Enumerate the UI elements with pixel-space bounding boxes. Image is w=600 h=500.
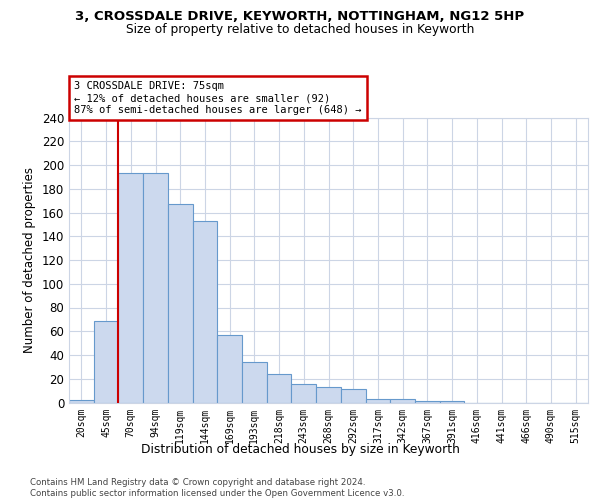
- Bar: [69, 400, 94, 402]
- Bar: [390, 399, 415, 402]
- Bar: [242, 362, 267, 403]
- Bar: [193, 221, 217, 402]
- Bar: [267, 374, 292, 402]
- Bar: [118, 174, 143, 402]
- Text: 3 CROSSDALE DRIVE: 75sqm
← 12% of detached houses are smaller (92)
87% of semi-d: 3 CROSSDALE DRIVE: 75sqm ← 12% of detach…: [74, 82, 362, 114]
- Bar: [365, 399, 390, 402]
- Bar: [217, 335, 242, 402]
- Bar: [316, 387, 341, 402]
- Bar: [292, 384, 316, 402]
- Text: Distribution of detached houses by size in Keyworth: Distribution of detached houses by size …: [140, 442, 460, 456]
- Bar: [341, 390, 365, 402]
- Text: 3, CROSSDALE DRIVE, KEYWORTH, NOTTINGHAM, NG12 5HP: 3, CROSSDALE DRIVE, KEYWORTH, NOTTINGHAM…: [76, 10, 524, 23]
- Text: Size of property relative to detached houses in Keyworth: Size of property relative to detached ho…: [126, 23, 474, 36]
- Bar: [143, 174, 168, 402]
- Bar: [168, 204, 193, 402]
- Y-axis label: Number of detached properties: Number of detached properties: [23, 167, 36, 353]
- Text: Contains HM Land Registry data © Crown copyright and database right 2024.
Contai: Contains HM Land Registry data © Crown c…: [30, 478, 404, 498]
- Bar: [94, 320, 118, 402]
